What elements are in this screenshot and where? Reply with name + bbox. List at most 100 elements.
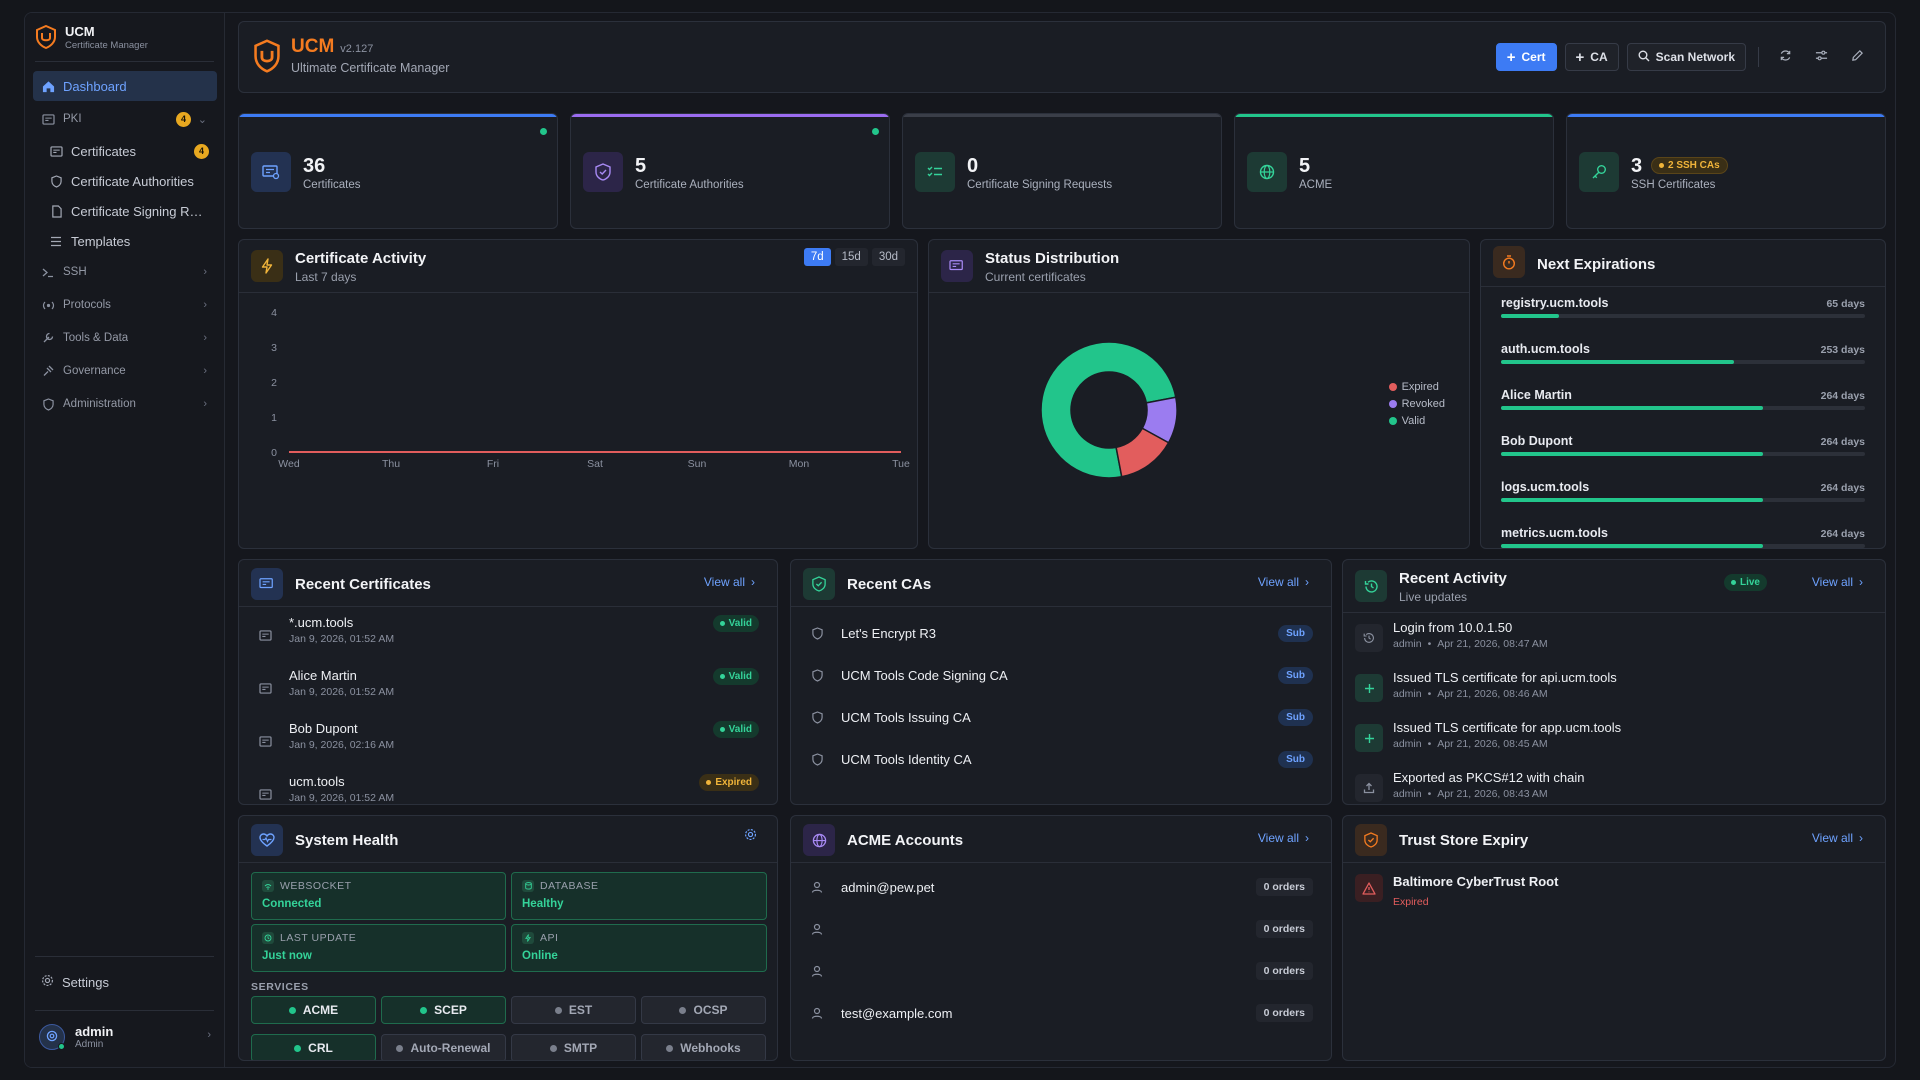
health-settings-button[interactable]	[744, 828, 757, 844]
sidebar-item-dashboard[interactable]: Dashboard	[33, 71, 217, 101]
x-tick-label: Thu	[382, 458, 400, 470]
donut-slice-valid[interactable]	[1040, 341, 1177, 479]
acme-account-row[interactable]: admin@pew.pet 0 orders	[803, 872, 1313, 902]
view-all-cas-link[interactable]: View all ›	[1258, 575, 1309, 589]
ca-row[interactable]: Let's Encrypt R3 Sub	[803, 618, 1313, 648]
legend-label: Valid	[1401, 414, 1426, 427]
ca-row[interactable]: UCM Tools Issuing CA Sub	[803, 702, 1313, 732]
view-all-trust-link[interactable]: View all ›	[1812, 831, 1863, 845]
expiration-progress-track	[1501, 406, 1865, 410]
status-dot	[719, 674, 725, 679]
new-cert-button[interactable]: + Cert	[1495, 43, 1557, 71]
stat-label: SSH Certificates	[1631, 179, 1716, 191]
status-label: Valid	[728, 671, 752, 682]
sidebar-section-tools-data[interactable]: Tools & Data ›	[33, 323, 217, 353]
sidebar-item-certificates[interactable]: Certificates 4	[33, 137, 217, 165]
view-all-acme-link[interactable]: View all ›	[1258, 831, 1309, 845]
acme-account-row[interactable]: 0 orders	[803, 956, 1313, 986]
sidebar-item-csr[interactable]: Certificate Signing Requests	[33, 197, 217, 225]
scan-network-button[interactable]: Scan Network	[1626, 43, 1746, 71]
status-distribution-panel: Status Distribution Current certificates…	[928, 239, 1470, 549]
next-expirations-panel: Next Expirations registry.ucm.tools 65 da…	[1480, 239, 1886, 549]
stat-card-acme[interactable]: 5 ACME	[1234, 113, 1554, 229]
service-smtp-chip[interactable]: SMTP	[511, 1034, 636, 1060]
health-label: LAST UPDATE	[280, 932, 357, 944]
expiration-days: 264 days	[1820, 436, 1865, 448]
expiration-name: Bob Dupont	[1501, 434, 1573, 448]
search-icon	[1638, 50, 1650, 65]
edit-layout-button[interactable]	[1843, 43, 1871, 71]
sidebar-item-certificate-authorities[interactable]: Certificate Authorities	[33, 167, 217, 195]
expiration-progress-track	[1501, 498, 1865, 502]
service-name: SCEP	[434, 1003, 467, 1017]
certificate-row[interactable]: Alice Martin Jan 9, 2026, 01:52 AM Valid	[251, 668, 759, 712]
service-acme-chip[interactable]: ACME	[251, 996, 376, 1024]
legend-item-expired: Expired	[1388, 378, 1445, 395]
pencil-icon	[1851, 49, 1864, 65]
service-name: Auto-Renewal	[410, 1041, 491, 1055]
expiration-item[interactable]: Bob Dupont 264 days	[1501, 434, 1865, 460]
acme-account-row[interactable]: 0 orders	[803, 914, 1313, 944]
expiration-item[interactable]: logs.ucm.tools 264 days	[1501, 480, 1865, 506]
activity-item[interactable]: Issued TLS certificate for app.ucm.tools…	[1355, 720, 1867, 760]
sidebar-section-label: Administration	[63, 398, 136, 410]
sidebar-section-administration[interactable]: Administration ›	[33, 389, 217, 419]
sidebar-item-settings[interactable]: Settings	[33, 967, 217, 997]
certificate-row[interactable]: *.ucm.tools Jan 9, 2026, 01:52 AM Valid	[251, 615, 759, 659]
divider	[1343, 612, 1885, 613]
expiration-days: 65 days	[1826, 298, 1865, 310]
sidebar-brand[interactable]: UCM Certificate Manager	[35, 19, 148, 55]
user-menu[interactable]: admin Admin ›	[39, 1017, 215, 1057]
y-tick-label: 0	[271, 447, 277, 459]
service-crl-chip[interactable]: CRL	[251, 1034, 376, 1060]
service-est-chip[interactable]: EST	[511, 996, 636, 1024]
expiration-item[interactable]: metrics.ucm.tools 264 days	[1501, 526, 1865, 548]
stat-card-certificates[interactable]: 36 Certificates	[238, 113, 558, 229]
customize-button[interactable]	[1807, 43, 1835, 71]
trust-store-item[interactable]: Baltimore CyberTrust Root Expired	[1355, 874, 1867, 908]
service-ocsp-chip[interactable]: OCSP	[641, 996, 766, 1024]
stat-card-certificate-authorities[interactable]: 5 Certificate Authorities	[570, 113, 890, 229]
certificate-icon	[251, 621, 279, 649]
certificate-date: Jan 9, 2026, 01:52 AM	[289, 792, 395, 804]
activity-item[interactable]: Exported as PKCS#12 with chain admin • Apr …	[1355, 770, 1867, 804]
x-tick-label: Fri	[487, 458, 499, 470]
new-ca-button[interactable]: + CA	[1564, 43, 1619, 71]
divider	[239, 292, 917, 293]
certificate-icon	[251, 727, 279, 755]
stat-card-ssh[interactable]: 3 2 SSH CAs SSH Certificates	[1566, 113, 1886, 229]
chevron-right-icon: ›	[1305, 575, 1309, 589]
range-15d-button[interactable]: 15d	[834, 248, 868, 266]
sidebar-section-protocols[interactable]: Protocols ›	[33, 290, 217, 320]
expiration-item[interactable]: Alice Martin 264 days	[1501, 388, 1865, 414]
range-7d-button[interactable]: 7d	[803, 248, 831, 266]
clock-icon	[262, 932, 274, 944]
expiration-item[interactable]: registry.ucm.tools 65 days	[1501, 296, 1865, 322]
x-tick-label: Wed	[278, 458, 300, 470]
activity-item[interactable]: Issued TLS certificate for api.ucm.tools…	[1355, 670, 1867, 710]
sidebar-section-pki[interactable]: PKI 4 ⌄	[33, 104, 217, 134]
service-scep-chip[interactable]: SCEP	[381, 996, 506, 1024]
acme-account-row[interactable]: test@example.com 0 orders	[803, 998, 1313, 1028]
activity-item[interactable]: Login from 10.0.1.50 admin • Apr 21, 2026, …	[1355, 620, 1867, 660]
sidebar-section-governance[interactable]: Governance ›	[33, 356, 217, 386]
range-30d-button[interactable]: 30d	[871, 248, 905, 266]
certificate-row[interactable]: ucm.tools Jan 9, 2026, 01:52 AM Expired	[251, 774, 759, 804]
donut-slice-expired[interactable]	[1115, 427, 1170, 478]
header-brand: UCM v2.127 Ultimate Certificate Manager	[253, 36, 449, 75]
ca-row[interactable]: UCM Tools Identity CA Sub	[803, 744, 1313, 774]
ca-row[interactable]: UCM Tools Code Signing CA Sub	[803, 660, 1313, 690]
certificate-row[interactable]: Bob Dupont Jan 9, 2026, 02:16 AM Valid	[251, 721, 759, 765]
refresh-button[interactable]	[1771, 43, 1799, 71]
view-all-label: View all	[1257, 831, 1299, 845]
panel-title: ACME Accounts	[847, 832, 964, 849]
view-all-certificates-link[interactable]: View all ›	[704, 575, 755, 589]
stat-card-csr[interactable]: 0 Certificate Signing Requests	[902, 113, 1222, 229]
view-all-activity-link[interactable]: View all ›	[1812, 575, 1863, 589]
sidebar-item-templates[interactable]: Templates	[33, 227, 217, 255]
sidebar-section-ssh[interactable]: SSH ›	[33, 257, 217, 287]
service-auto-renewal-chip[interactable]: Auto-Renewal	[381, 1034, 506, 1060]
expiration-item[interactable]: auth.ucm.tools 253 days	[1501, 342, 1865, 368]
service-webhooks-chip[interactable]: Webhooks	[641, 1034, 766, 1060]
legend-swatch	[1388, 382, 1397, 391]
